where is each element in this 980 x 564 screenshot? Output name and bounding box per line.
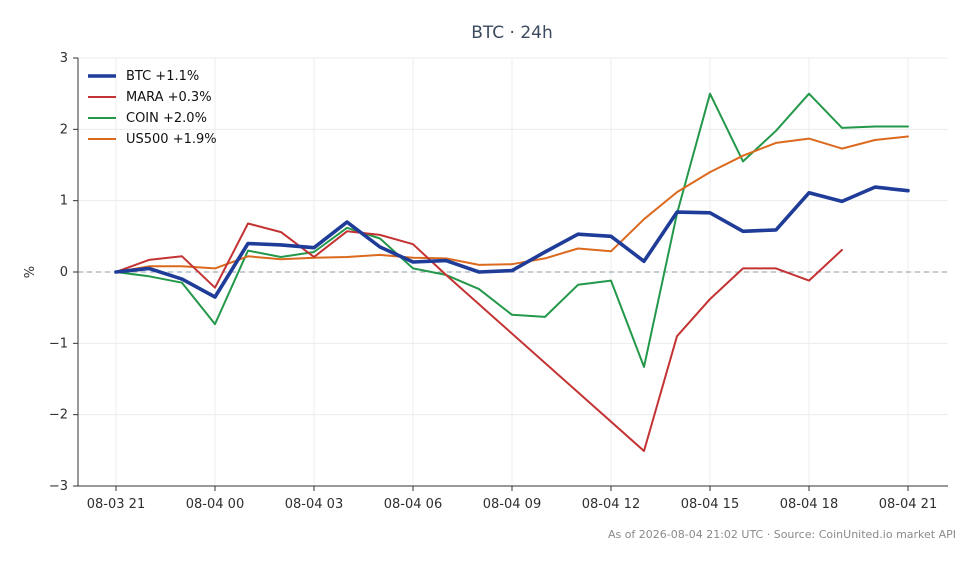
y-tick-label: −3 <box>49 479 68 494</box>
y-tick-label: 3 <box>60 51 68 66</box>
x-tick-label: 08-03 21 <box>87 497 145 512</box>
x-tick-label: 08-04 03 <box>285 497 343 512</box>
x-tick-label: 08-04 21 <box>879 497 937 512</box>
legend-label-mara: MARA +0.3% <box>126 90 212 105</box>
y-tick-label: 1 <box>60 194 68 209</box>
series-line-coin <box>115 92 909 368</box>
legend-label-btc: BTC +1.1% <box>126 69 199 84</box>
series-group <box>114 92 910 452</box>
x-tick-label: 08-04 12 <box>582 497 640 512</box>
chart-footer: As of 2026-08-04 21:02 UTC · Source: Coi… <box>608 528 956 541</box>
legend-label-us500: US500 +1.9% <box>126 132 217 147</box>
y-tick-label: −1 <box>49 336 68 351</box>
y-tick-label: 2 <box>60 122 68 137</box>
x-tick-label: 08-04 15 <box>681 497 739 512</box>
series-line-us500 <box>115 135 909 273</box>
y-axis-label: % <box>23 266 38 278</box>
legend-label-coin: COIN +2.0% <box>126 111 207 126</box>
chart-title: BTC · 24h <box>471 23 553 43</box>
x-tick-label: 08-04 09 <box>483 497 541 512</box>
legend: BTC +1.1% MARA +0.3% COIN +2.0% US500 +1.9% <box>88 69 217 147</box>
x-tick-label: 08-04 06 <box>384 497 442 512</box>
y-tick-label: 0 <box>60 265 68 280</box>
y-tick-label: −2 <box>49 408 68 423</box>
tick-group: 3 2 1 0 −1 −2 −3 08-03 21 08-04 00 08-04 03 08-04 … <box>49 51 937 512</box>
series-line-btc <box>114 185 910 299</box>
series-line-mara <box>115 222 843 452</box>
x-tick-label: 08-04 18 <box>780 497 838 512</box>
x-tick-label: 08-04 00 <box>186 497 244 512</box>
